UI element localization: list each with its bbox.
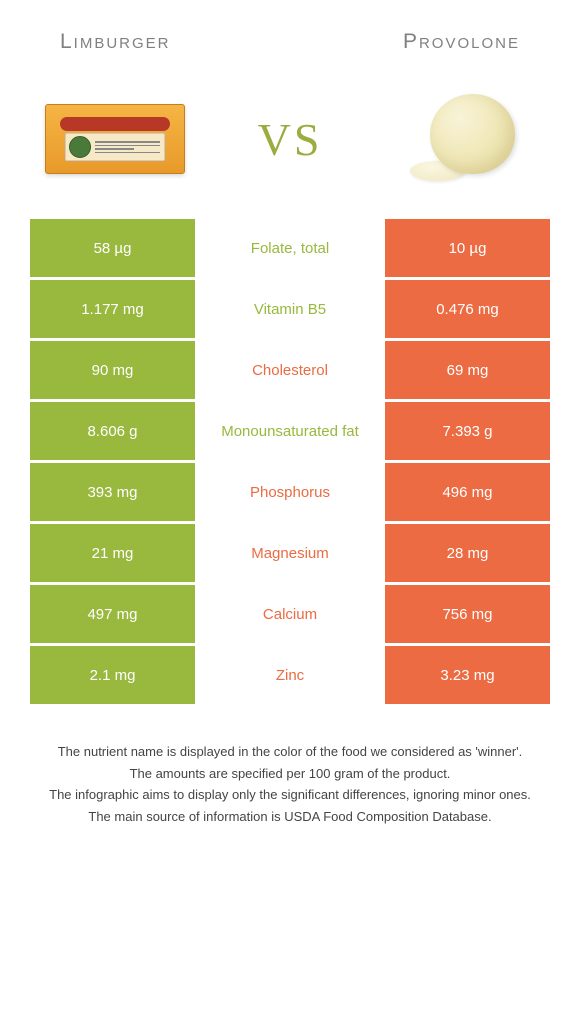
footer-line: The main source of information is USDA F… xyxy=(30,807,550,827)
footer-notes: The nutrient name is displayed in the co… xyxy=(0,707,580,848)
limburger-image xyxy=(40,84,190,194)
nutrient-label: Folate, total xyxy=(195,219,385,277)
value-left: 21 mg xyxy=(30,524,195,582)
title-right: Provolone xyxy=(403,30,520,54)
table-row: 393 mgPhosphorus496 mg xyxy=(30,463,550,521)
table-row: 8.606 gMonounsaturated fat7.393 g xyxy=(30,402,550,460)
table-row: 21 mgMagnesium28 mg xyxy=(30,524,550,582)
footer-line: The infographic aims to display only the… xyxy=(30,785,550,805)
header: Limburger Provolone xyxy=(0,0,580,64)
nutrient-label: Calcium xyxy=(195,585,385,643)
value-right: 10 µg xyxy=(385,219,550,277)
value-left: 497 mg xyxy=(30,585,195,643)
vs-row: VS xyxy=(0,64,580,219)
value-right: 3.23 mg xyxy=(385,646,550,704)
provolone-image xyxy=(390,84,540,194)
value-right: 69 mg xyxy=(385,341,550,399)
comparison-table: 58 µgFolate, total10 µg1.177 mgVitamin B… xyxy=(0,219,580,704)
nutrient-label: Zinc xyxy=(195,646,385,704)
value-right: 7.393 g xyxy=(385,402,550,460)
value-right: 0.476 mg xyxy=(385,280,550,338)
title-left: Limburger xyxy=(60,30,171,54)
nutrient-label: Cholesterol xyxy=(195,341,385,399)
value-left: 2.1 mg xyxy=(30,646,195,704)
footer-line: The nutrient name is displayed in the co… xyxy=(30,742,550,762)
value-right: 756 mg xyxy=(385,585,550,643)
value-left: 8.606 g xyxy=(30,402,195,460)
value-right: 496 mg xyxy=(385,463,550,521)
nutrient-label: Phosphorus xyxy=(195,463,385,521)
infographic-container: Limburger Provolone VS xyxy=(0,0,580,848)
table-row: 497 mgCalcium756 mg xyxy=(30,585,550,643)
value-left: 58 µg xyxy=(30,219,195,277)
value-left: 90 mg xyxy=(30,341,195,399)
footer-line: The amounts are specified per 100 gram o… xyxy=(30,764,550,784)
nutrient-label: Vitamin B5 xyxy=(195,280,385,338)
vs-label: VS xyxy=(258,113,323,166)
value-left: 1.177 mg xyxy=(30,280,195,338)
table-row: 90 mgCholesterol69 mg xyxy=(30,341,550,399)
value-right: 28 mg xyxy=(385,524,550,582)
table-row: 2.1 mgZinc3.23 mg xyxy=(30,646,550,704)
value-left: 393 mg xyxy=(30,463,195,521)
nutrient-label: Monounsaturated fat xyxy=(195,402,385,460)
nutrient-label: Magnesium xyxy=(195,524,385,582)
table-row: 58 µgFolate, total10 µg xyxy=(30,219,550,277)
table-row: 1.177 mgVitamin B50.476 mg xyxy=(30,280,550,338)
